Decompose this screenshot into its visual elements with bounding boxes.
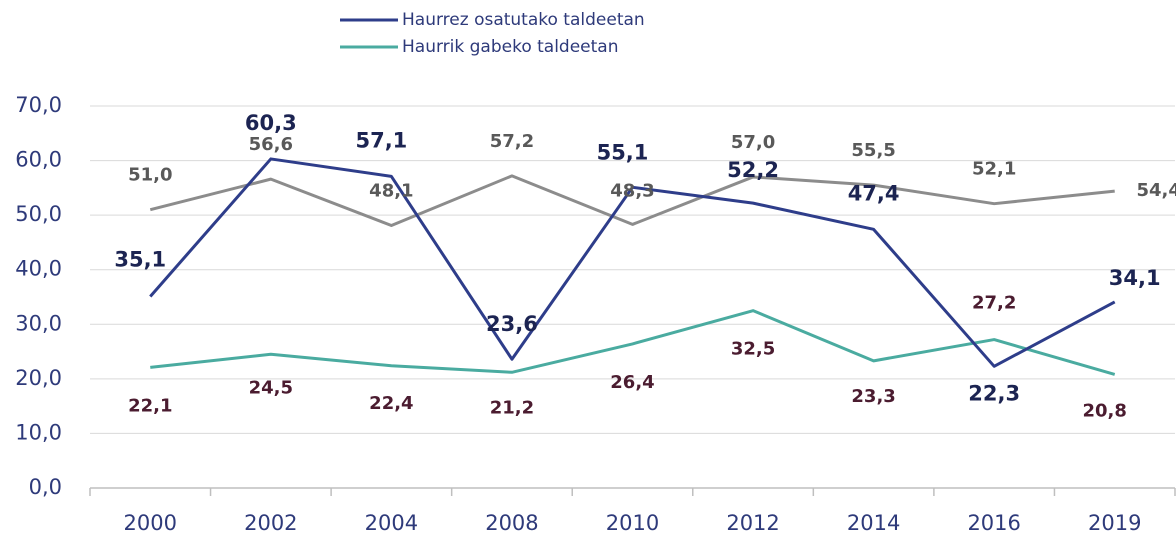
x-tick-label: 2012 [726,511,779,535]
data-label: 34,1 [1109,266,1161,290]
x-tick-label: 2019 [1088,511,1141,535]
y-tick-label: 60,0 [15,148,62,172]
x-tick-label: 2016 [967,511,1020,535]
data-label: 22,4 [369,393,413,414]
data-label: 23,6 [486,312,538,336]
series-line [149,157,1116,368]
data-label: 57,2 [490,131,534,152]
x-tick-label: 2010 [606,511,659,535]
data-label: 51,0 [128,165,172,186]
data-label: 35,1 [114,247,166,271]
x-tick-label: 2002 [244,511,297,535]
data-label: 27,2 [972,293,1016,314]
data-label: 20,8 [1083,400,1127,421]
x-tick-label: 2004 [365,511,418,535]
data-label: 57,1 [355,128,407,152]
data-label: 60,3 [245,111,297,135]
y-tick-label: 30,0 [15,311,62,335]
y-tick-label: 0,0 [29,475,62,499]
data-label: 22,3 [968,381,1020,405]
data-label: 52,1 [972,159,1016,180]
x-tick-label: 2000 [124,511,177,535]
legend-label: Haurrez osatutako taldeetan [402,10,645,30]
y-tick-label: 10,0 [15,420,62,444]
data-label: 24,5 [249,377,293,398]
y-tick-label: 20,0 [15,366,62,390]
data-label: 55,1 [597,140,649,164]
data-label: 26,4 [610,372,654,393]
series-line [150,309,1116,376]
legend-label: Haurrik gabeko taldeetan [402,37,619,57]
data-label: 22,1 [128,395,172,416]
y-tick-label: 50,0 [15,202,62,226]
data-label: 57,0 [731,132,775,153]
series-line [149,174,1115,228]
data-label: 48,3 [610,180,654,201]
data-label: 48,1 [369,181,413,202]
data-label: 32,5 [731,339,775,360]
data-label: 23,3 [851,386,895,407]
data-label: 55,5 [851,140,895,161]
data-label: 52,2 [727,158,779,182]
data-label: 47,4 [848,181,900,205]
y-tick-label: 40,0 [15,257,62,281]
y-tick-label: 70,0 [15,93,62,117]
x-tick-label: 2008 [485,511,538,535]
data-label: 56,6 [249,134,293,155]
x-tick-label: 2014 [847,511,900,535]
data-label: 54,4 [1137,180,1176,201]
data-label: 21,2 [490,397,534,418]
